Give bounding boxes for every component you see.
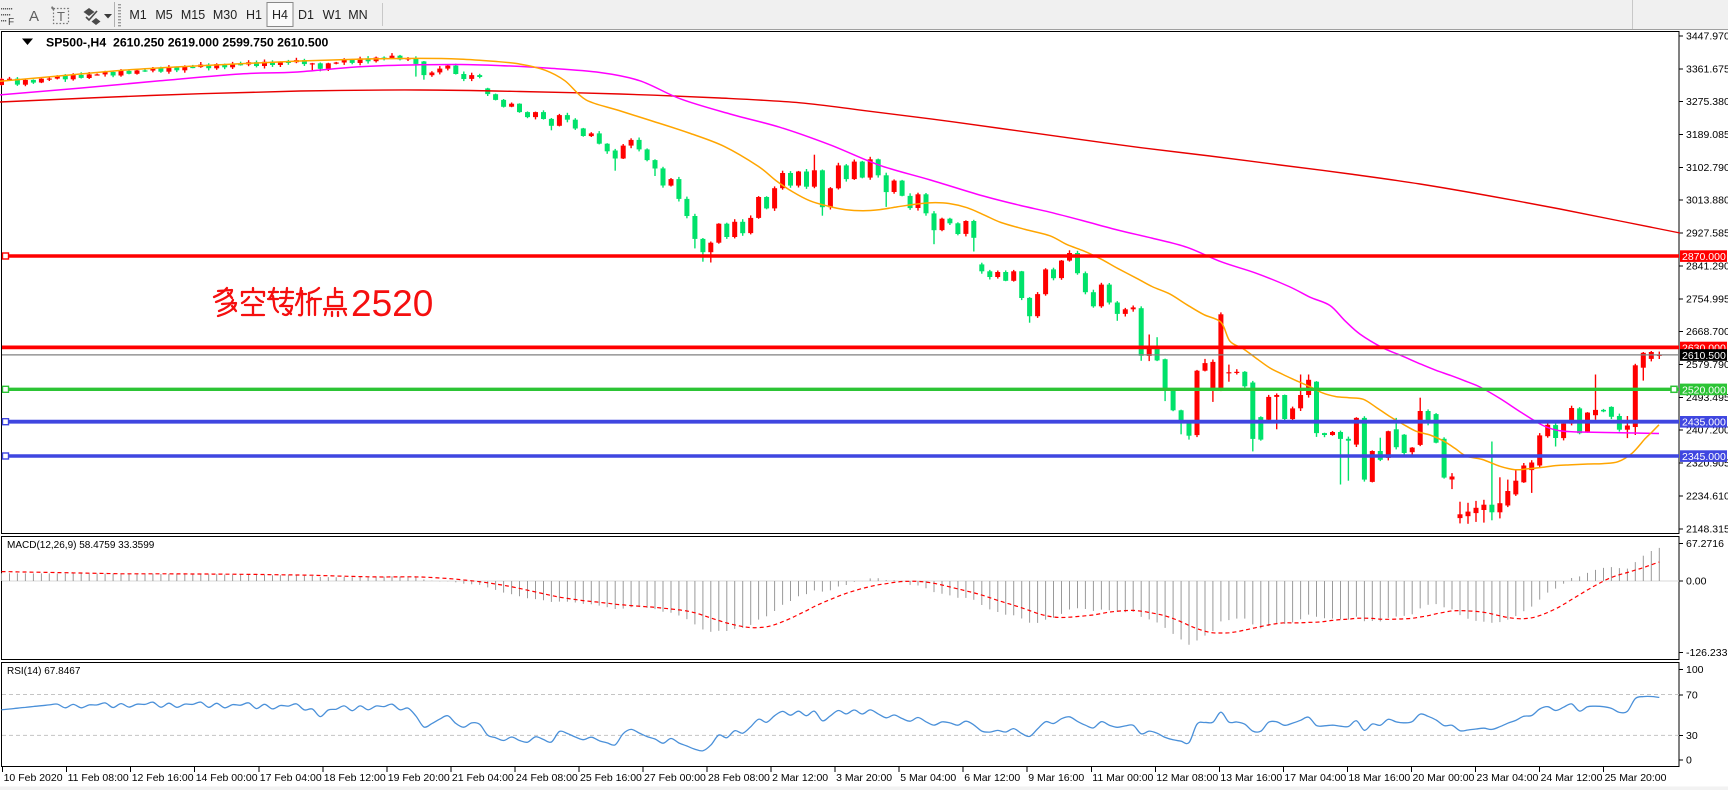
svg-text:12 Feb 16:00: 12 Feb 16:00	[132, 772, 194, 784]
svg-text:3447.970: 3447.970	[1686, 30, 1728, 42]
svg-text:17 Mar 04:00: 17 Mar 04:00	[1284, 772, 1346, 784]
svg-text:2520.000: 2520.000	[1682, 384, 1726, 396]
svg-text:2148.315: 2148.315	[1686, 523, 1728, 535]
svg-text:5 Mar 04:00: 5 Mar 04:00	[900, 772, 956, 784]
svg-text:MACD(12,26,9) 58.4759 33.3599: MACD(12,26,9) 58.4759 33.3599	[7, 540, 155, 551]
svg-text:2407.200: 2407.200	[1686, 425, 1728, 437]
svg-text:2841.290: 2841.290	[1686, 260, 1728, 272]
svg-text:6 Mar 12:00: 6 Mar 12:00	[964, 772, 1020, 784]
svg-text:D1: D1	[298, 8, 314, 22]
svg-text:2520: 2520	[351, 283, 433, 324]
svg-text:2668.700: 2668.700	[1686, 326, 1728, 338]
svg-text:F: F	[8, 17, 14, 28]
svg-text:30: 30	[1686, 730, 1698, 742]
svg-text:12 Mar 08:00: 12 Mar 08:00	[1156, 772, 1218, 784]
svg-text:W1: W1	[323, 8, 342, 22]
svg-text:A: A	[29, 8, 39, 25]
svg-text:3189.085: 3189.085	[1686, 129, 1728, 141]
svg-text:M5: M5	[155, 8, 172, 22]
svg-text:0.00: 0.00	[1686, 575, 1707, 587]
svg-text:20 Mar 00:00: 20 Mar 00:00	[1413, 772, 1475, 784]
svg-text:70: 70	[1686, 690, 1698, 702]
svg-text:SP500-,H4 2610.250 2619.000 2: SP500-,H4 2610.250 2619.000 2599.750 261…	[46, 36, 329, 50]
svg-text:2234.610: 2234.610	[1686, 490, 1728, 502]
svg-text:2754.995: 2754.995	[1686, 293, 1728, 305]
svg-text:MN: MN	[348, 8, 367, 22]
svg-text:3 Mar 20:00: 3 Mar 20:00	[836, 772, 892, 784]
svg-text:24 Mar 12:00: 24 Mar 12:00	[1541, 772, 1603, 784]
svg-text:3013.880: 3013.880	[1686, 195, 1728, 207]
svg-text:21 Feb 04:00: 21 Feb 04:00	[452, 772, 514, 784]
svg-text:25 Feb 16:00: 25 Feb 16:00	[580, 772, 642, 784]
svg-text:10 Feb 2020: 10 Feb 2020	[4, 772, 63, 784]
svg-text:T: T	[57, 9, 65, 24]
svg-text:2610.500: 2610.500	[1682, 350, 1726, 362]
svg-text:18 Feb 12:00: 18 Feb 12:00	[324, 772, 386, 784]
svg-text:2927.585: 2927.585	[1686, 228, 1728, 240]
svg-text:11 Feb 08:00: 11 Feb 08:00	[68, 772, 129, 784]
svg-text:100: 100	[1686, 664, 1704, 676]
svg-text:M1: M1	[129, 8, 146, 22]
svg-text:28 Feb 08:00: 28 Feb 08:00	[708, 772, 770, 784]
svg-text:11 Mar 00:00: 11 Mar 00:00	[1092, 772, 1153, 784]
svg-text:H4: H4	[272, 8, 288, 22]
svg-text:2579.790: 2579.790	[1686, 359, 1728, 371]
svg-text:23 Mar 04:00: 23 Mar 04:00	[1477, 772, 1539, 784]
svg-text:2435.000: 2435.000	[1682, 417, 1726, 429]
svg-text:H1: H1	[246, 8, 262, 22]
svg-text:9 Mar 16:00: 9 Mar 16:00	[1028, 772, 1084, 784]
svg-text:0: 0	[1686, 754, 1692, 766]
svg-text:25 Mar 20:00: 25 Mar 20:00	[1605, 772, 1667, 784]
svg-text:3275.380: 3275.380	[1686, 96, 1728, 108]
svg-text:-126.233: -126.233	[1686, 647, 1728, 659]
svg-text:M30: M30	[213, 8, 237, 22]
svg-text:2 Mar 12:00: 2 Mar 12:00	[772, 772, 828, 784]
svg-text:24 Feb 08:00: 24 Feb 08:00	[516, 772, 578, 784]
svg-text:17 Feb 04:00: 17 Feb 04:00	[260, 772, 322, 784]
svg-text:2870.000: 2870.000	[1682, 251, 1726, 263]
svg-text:2345.000: 2345.000	[1682, 451, 1726, 463]
svg-text:27 Feb 00:00: 27 Feb 00:00	[644, 772, 706, 784]
svg-text:18 Mar 16:00: 18 Mar 16:00	[1348, 772, 1410, 784]
svg-text:M15: M15	[181, 8, 205, 22]
svg-text:14 Feb 00:00: 14 Feb 00:00	[196, 772, 258, 784]
svg-text:19 Feb 20:00: 19 Feb 20:00	[388, 772, 450, 784]
svg-text:13 Mar 16:00: 13 Mar 16:00	[1220, 772, 1282, 784]
svg-text:3361.675: 3361.675	[1686, 63, 1728, 75]
svg-text:RSI(14) 67.8467: RSI(14) 67.8467	[7, 666, 81, 677]
svg-text:67.2716: 67.2716	[1686, 538, 1724, 550]
svg-text:3102.790: 3102.790	[1686, 162, 1728, 174]
